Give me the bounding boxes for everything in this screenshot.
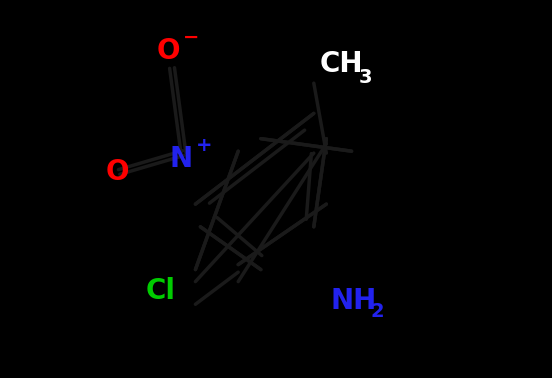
Text: Cl: Cl	[146, 277, 176, 305]
Text: CH: CH	[320, 50, 363, 78]
Text: 3: 3	[359, 68, 373, 87]
Text: 2: 2	[370, 302, 384, 321]
Text: O: O	[157, 37, 180, 65]
Text: O: O	[105, 158, 129, 186]
Text: +: +	[196, 136, 213, 155]
Text: N: N	[170, 145, 193, 173]
Text: NH: NH	[331, 287, 377, 314]
Text: −: −	[183, 28, 199, 47]
